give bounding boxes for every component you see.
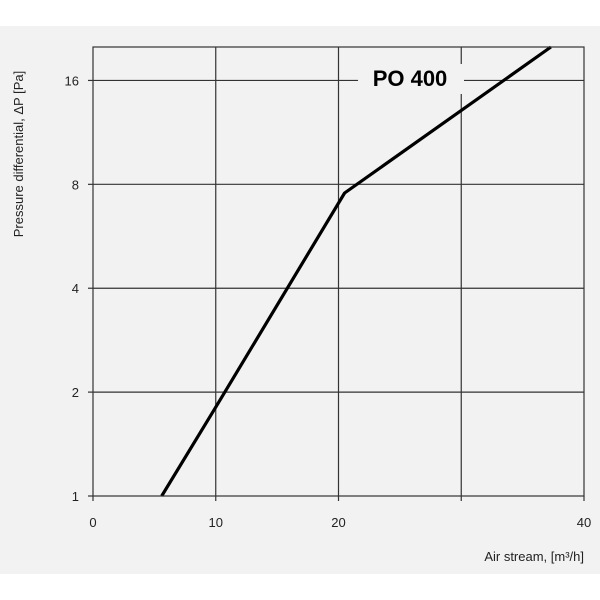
y-tick-label: 16 — [65, 73, 79, 88]
y-tick-label: 1 — [72, 489, 79, 504]
series-label-po-400: PO 400 — [373, 66, 448, 91]
y-tick-label: 2 — [72, 385, 79, 400]
series-label-background — [358, 64, 464, 94]
x-axis-ticks: 0 10 20 40 — [89, 496, 591, 530]
y-axis-ticks: 1 2 4 8 16 — [65, 73, 93, 504]
series-layer — [160, 45, 552, 497]
y-axis-label: Pressure differential, ΔP [Pa] — [11, 71, 26, 237]
x-tick-label: 20 — [331, 515, 345, 530]
x-axis-label: Air stream, [m³/h] — [484, 549, 584, 564]
series-line-po-400 — [160, 45, 552, 497]
y-tick-label: 8 — [72, 177, 79, 192]
x-tick-label: 40 — [577, 515, 591, 530]
grid — [93, 47, 584, 496]
x-tick-label: 0 — [89, 515, 96, 530]
y-tick-label: 4 — [72, 281, 79, 296]
chart-background — [0, 26, 600, 574]
x-tick-label: 10 — [209, 515, 223, 530]
